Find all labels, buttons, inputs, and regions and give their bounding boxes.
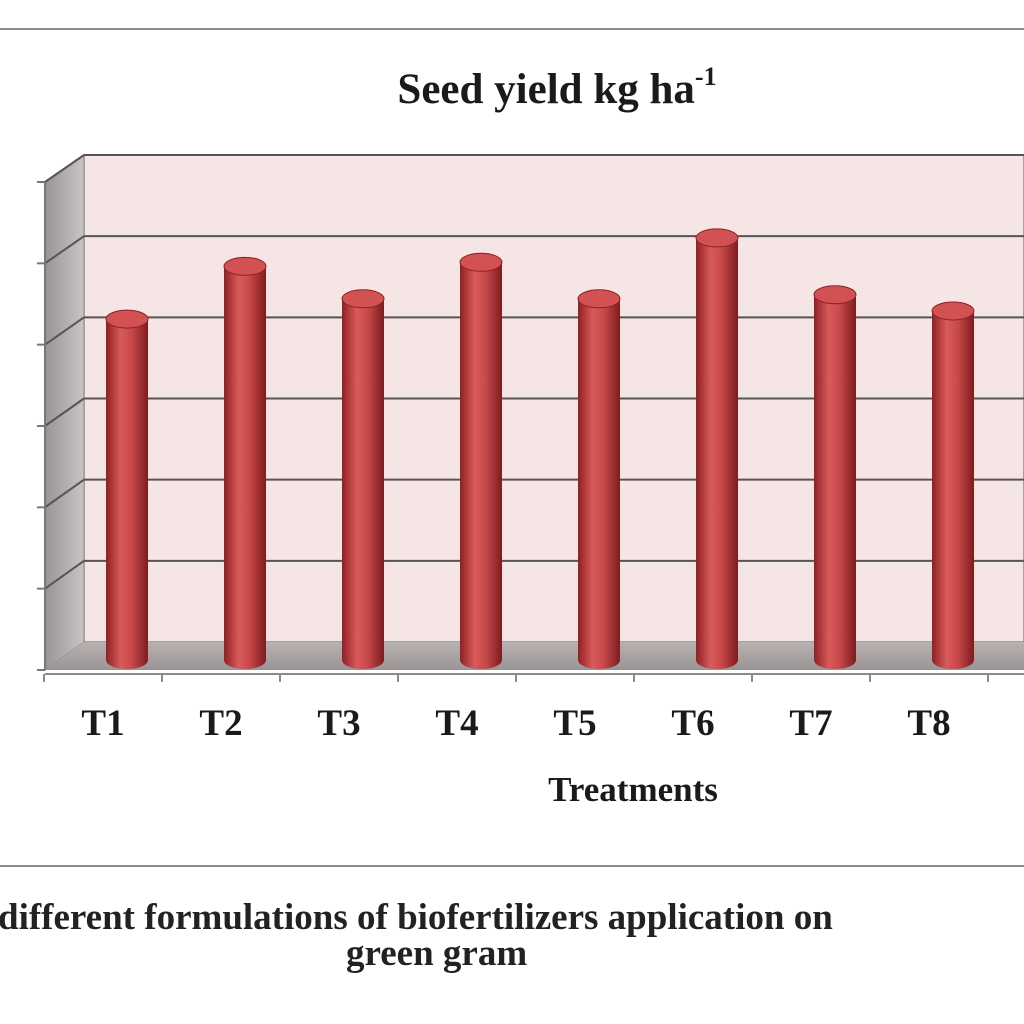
bar-top [813, 285, 857, 305]
x-tick-label: T3 [317, 703, 360, 744]
x-tick-label: T2 [199, 703, 242, 744]
figure-caption-line-2: green gram [346, 933, 528, 974]
bar-top [577, 289, 621, 309]
floor [45, 642, 1024, 670]
chart-title-superscript: -1 [695, 62, 717, 91]
x-axis-label: Treatments [548, 770, 718, 809]
x-tick-label: T7 [789, 703, 832, 744]
chart-title-main: Seed yield kg ha [397, 66, 694, 113]
x-tick-label: T6 [671, 703, 714, 744]
bar-top [105, 309, 149, 329]
chart-title: Seed yield kg ha-1 [397, 62, 716, 113]
bar-top [695, 228, 739, 248]
x-tick-label: T5 [553, 703, 596, 744]
figure-caption-line-1: different formulations of biofertilizers… [0, 897, 833, 938]
gridline-side [44, 560, 85, 590]
x-tick-label: T1 [81, 703, 124, 744]
gridline-side [44, 397, 85, 427]
plot-area: T1T2T3T4T5T6T7T8T9 [37, 154, 1024, 744]
bar-top [931, 301, 975, 321]
bar [224, 266, 266, 669]
bar-top [341, 289, 385, 309]
gridline-side [44, 154, 85, 183]
bar-top [223, 256, 267, 276]
bar [460, 262, 502, 669]
gridline-side [44, 478, 85, 509]
gridline-side [44, 235, 85, 265]
bar [578, 298, 620, 669]
bar [696, 237, 738, 669]
x-tick-label: T4 [435, 703, 478, 744]
bar [342, 298, 384, 669]
bar [814, 294, 856, 669]
bar [106, 319, 148, 669]
x-tick-label: T8 [907, 703, 950, 744]
gridline-side [44, 316, 85, 346]
bar [932, 310, 974, 669]
bar-top [459, 252, 503, 272]
